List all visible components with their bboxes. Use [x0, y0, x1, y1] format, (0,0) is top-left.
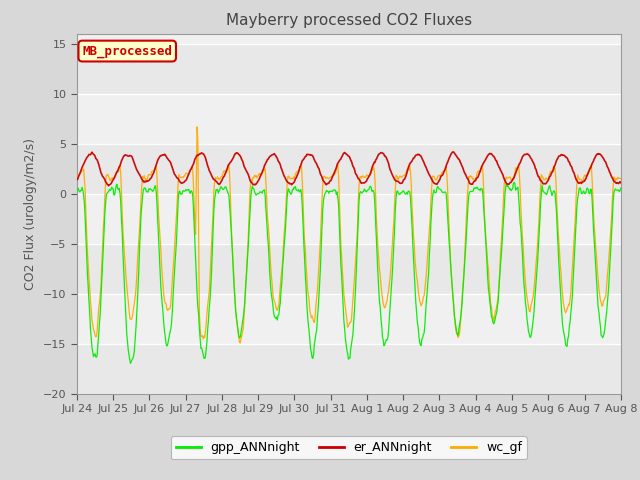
Text: MB_processed: MB_processed [82, 44, 172, 58]
Legend: gpp_ANNnight, er_ANNnight, wc_gf: gpp_ANNnight, er_ANNnight, wc_gf [171, 436, 527, 459]
Bar [77, 144, 621, 193]
Bar [77, 44, 621, 94]
Bar [77, 344, 621, 394]
Title: Mayberry processed CO2 Fluxes: Mayberry processed CO2 Fluxes [226, 13, 472, 28]
Y-axis label: CO2 Flux (urology/m2/s): CO2 Flux (urology/m2/s) [24, 138, 37, 289]
Bar [77, 94, 621, 144]
Bar [77, 294, 621, 344]
Bar [77, 243, 621, 294]
Bar [77, 193, 621, 243]
